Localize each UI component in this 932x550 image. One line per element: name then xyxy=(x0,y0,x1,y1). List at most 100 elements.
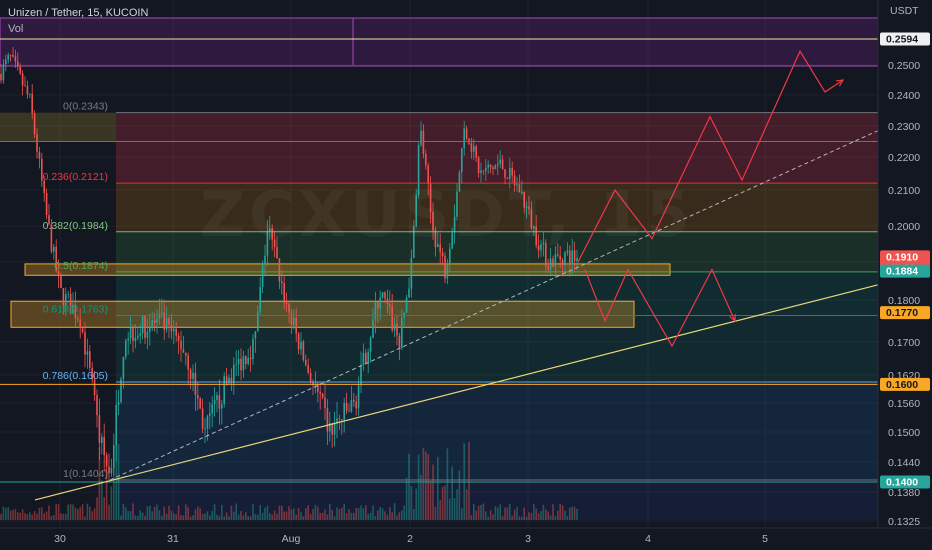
candle-body xyxy=(509,168,511,179)
volume-bar xyxy=(12,509,14,520)
candle-body xyxy=(389,304,391,307)
candle-body xyxy=(170,324,173,332)
candle-body xyxy=(31,93,33,114)
volume-bar xyxy=(497,507,499,520)
volume-bar xyxy=(230,505,233,520)
candle-body xyxy=(374,302,377,320)
candle-body xyxy=(273,239,276,248)
candle-body xyxy=(24,85,26,87)
candle-body xyxy=(441,252,444,257)
volume-bar xyxy=(547,511,549,520)
volume-bar xyxy=(199,508,201,520)
fib-label: 0.618(0.1763) xyxy=(43,304,108,316)
volume-bar xyxy=(329,503,331,520)
candle-body xyxy=(237,358,240,365)
candle-body xyxy=(343,402,345,420)
volume-bar xyxy=(122,503,125,520)
candle-body xyxy=(319,392,321,394)
candle-body xyxy=(377,302,379,309)
time-tick-label: 30 xyxy=(54,533,66,545)
fib-zone xyxy=(116,382,878,480)
price-badge xyxy=(880,306,930,320)
candle-body xyxy=(386,298,389,305)
candle-body xyxy=(228,377,230,384)
candle-body xyxy=(372,319,374,338)
candle-body xyxy=(182,349,185,353)
price-badge xyxy=(880,377,930,391)
fib-labels: 0(0.2343) 0.236(0.2121) 0.382(0.1984) 0.5(0… xyxy=(43,101,108,480)
volume-bar xyxy=(540,511,542,520)
candle-body xyxy=(401,317,403,348)
candle-body xyxy=(110,468,113,474)
time-axis[interactable]: 30 31 Aug 2 3 4 5 xyxy=(0,527,932,545)
volume-bar xyxy=(269,513,271,520)
time-tick-label: 3 xyxy=(525,533,531,545)
price-badge xyxy=(880,264,930,278)
candle-body xyxy=(146,331,149,338)
volume-legend[interactable]: Vol xyxy=(8,23,24,35)
candle-body xyxy=(561,259,564,266)
candle-body xyxy=(283,283,285,303)
volume-bar xyxy=(259,504,261,520)
price-badges: 0.25940.191011:300.18840.17700.16000.140… xyxy=(880,32,930,489)
candle-body xyxy=(65,293,67,306)
volume-bar xyxy=(257,514,259,520)
candle-body xyxy=(453,216,456,233)
candle-body xyxy=(398,335,401,348)
candle-body xyxy=(420,130,422,146)
volume-bar xyxy=(429,480,432,520)
candle-body xyxy=(139,333,141,336)
time-tick-label: Aug xyxy=(282,533,301,545)
volume-bar xyxy=(105,470,108,520)
volume-bar xyxy=(77,509,79,520)
candle-body xyxy=(475,146,477,158)
candle-body xyxy=(86,351,89,355)
volume-bar xyxy=(314,504,317,520)
candle-body xyxy=(533,226,535,229)
candle-body xyxy=(353,399,355,402)
candle-body xyxy=(115,404,117,446)
volume-bar xyxy=(211,511,213,520)
volume-bar xyxy=(446,448,449,520)
volume-bar xyxy=(132,503,134,520)
price-badge-value: 0.1400 xyxy=(886,477,918,489)
volume-bar xyxy=(209,515,211,520)
volume-bar xyxy=(569,507,571,520)
price-tick-label: 0.1380 xyxy=(888,487,920,499)
candle-body xyxy=(489,164,492,168)
volume-bar xyxy=(377,510,379,520)
symbol-title[interactable]: Unizen / Tether, 15, KUCOIN xyxy=(8,7,149,19)
candle-body xyxy=(350,399,353,412)
candle-body xyxy=(317,383,319,393)
volume-bar xyxy=(336,507,338,520)
candle-body xyxy=(98,415,101,443)
candle-body xyxy=(197,395,199,399)
symbol-watermark: ZCXUSDT, 15 xyxy=(200,178,694,251)
volume-bar xyxy=(365,505,367,520)
volume-bar xyxy=(127,511,129,520)
candle-body xyxy=(569,250,571,265)
volume-bar xyxy=(187,507,189,520)
volume-bar xyxy=(69,504,72,520)
volume-bar xyxy=(151,511,153,520)
volume-bar xyxy=(17,512,19,520)
time-tick-label: 4 xyxy=(645,533,651,545)
volume-bar xyxy=(278,505,281,520)
volume-bar xyxy=(149,505,151,520)
candle-body xyxy=(506,177,509,179)
candle-body xyxy=(257,311,259,332)
volume-bar xyxy=(29,512,31,520)
volume-bar xyxy=(477,505,480,520)
candle-body xyxy=(50,224,53,252)
price-tick-label: 0.2200 xyxy=(888,152,920,164)
price-badge-value: 0.1600 xyxy=(886,379,918,391)
volume-bar xyxy=(480,505,482,520)
volume-bar xyxy=(475,510,477,520)
volume-bar xyxy=(523,507,525,520)
volume-bar xyxy=(0,514,2,520)
volume-bar xyxy=(521,516,523,520)
volume-bar xyxy=(571,506,573,520)
volume-bar xyxy=(271,514,273,520)
volume-bar xyxy=(415,488,417,520)
